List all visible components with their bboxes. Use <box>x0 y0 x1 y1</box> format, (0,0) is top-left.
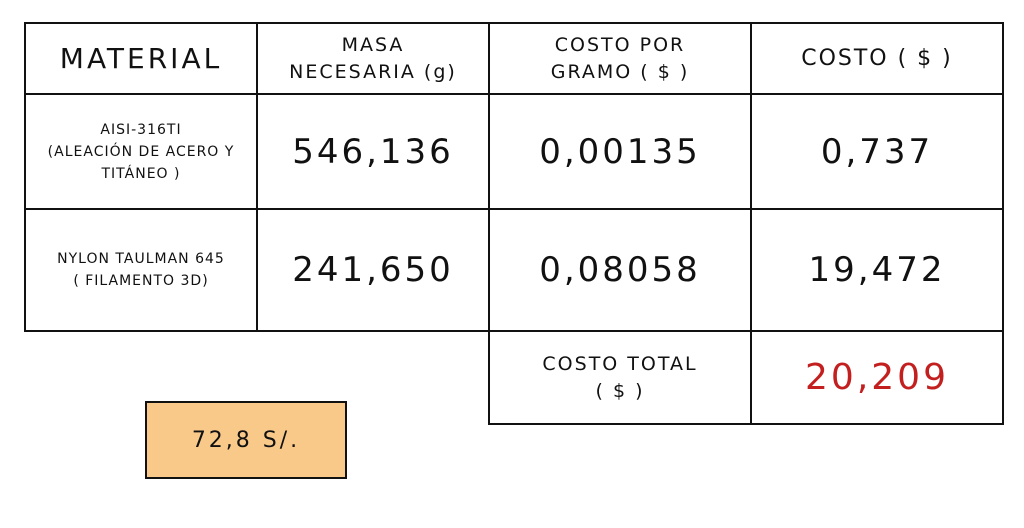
row2-material-line1: NYLON TAULMAN 645 <box>57 251 225 267</box>
row2-material-line2: ( FILAMENTO 3D) <box>73 273 209 289</box>
table-col-divider-2 <box>488 22 490 425</box>
row2-cost: 19,472 <box>752 210 1002 330</box>
row1-cost-per-gram: 0,00135 <box>490 95 750 208</box>
total-label-line2: ( $ ) <box>595 379 645 402</box>
row1-material-line2: (ALEACIÓN DE ACERO Y <box>47 143 235 160</box>
row1-cost-value: 0,737 <box>820 131 934 172</box>
row2-cost-per-gram: 0,08058 <box>490 210 750 330</box>
total-value-text: 20,209 <box>805 357 949 398</box>
table-border-right <box>1002 22 1004 425</box>
header-mass-line2: NECESARIA (g) <box>289 60 457 83</box>
row2-cost-value: 19,472 <box>808 250 946 290</box>
table-rule-header <box>24 93 1004 95</box>
row2-mass: 241,650 <box>258 210 488 330</box>
row1-cost-per-gram-value: 0,00135 <box>539 131 701 172</box>
header-cost: COSTO ( $ ) <box>752 24 1002 93</box>
header-cost-per-gram-line1: COSTO POR <box>554 33 686 56</box>
header-mass: MASA NECESARIA (g) <box>258 24 488 93</box>
currency-conversion-note-text: 72,8 S/. <box>191 427 301 453</box>
row2-material: NYLON TAULMAN 645 ( FILAMENTO 3D) <box>26 210 256 330</box>
table-rule-total-bottom <box>488 423 1004 425</box>
row1-material: AISI-316TI (ALEACIÓN DE ACERO Y TITÁNEO … <box>26 95 256 208</box>
header-material: MATERIAL <box>26 24 256 93</box>
header-mass-line1: MASA <box>341 33 405 56</box>
row1-mass-value: 546,136 <box>292 131 454 172</box>
table-col-divider-1 <box>256 22 258 332</box>
table-rule-row1 <box>24 208 1004 210</box>
row1-material-line1: AISI-316TI <box>100 121 182 138</box>
row1-cost: 0,737 <box>752 95 1002 208</box>
row1-material-line3: TITÁNEO ) <box>101 165 181 182</box>
header-material-label: MATERIAL <box>59 42 223 75</box>
table-rule-row2 <box>24 330 1004 332</box>
table-border-top <box>24 22 1004 24</box>
table-border-left <box>24 22 26 332</box>
header-cost-per-gram: COSTO POR GRAMO ( $ ) <box>490 24 750 93</box>
total-label-line1: COSTO TOTAL <box>542 352 698 375</box>
total-value: 20,209 <box>752 332 1002 423</box>
currency-conversion-note: 72,8 S/. <box>145 401 347 479</box>
header-cost-per-gram-line2: GRAMO ( $ ) <box>550 60 690 83</box>
header-cost-label: COSTO ( $ ) <box>801 46 953 71</box>
row2-mass-value: 241,650 <box>292 250 454 290</box>
row1-mass: 546,136 <box>258 95 488 208</box>
table-col-divider-3 <box>750 22 752 425</box>
row2-cost-per-gram-value: 0,08058 <box>539 250 701 290</box>
total-label: COSTO TOTAL ( $ ) <box>490 332 750 423</box>
